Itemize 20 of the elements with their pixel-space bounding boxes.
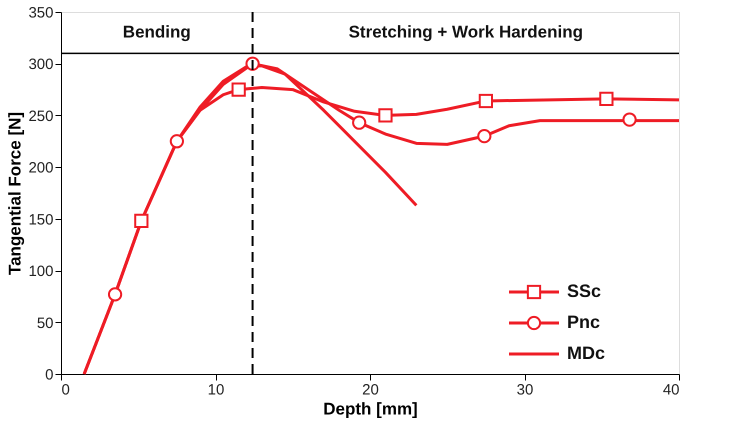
y-tick-label: 250 [28, 108, 54, 125]
y-tick-label: 350 [28, 4, 54, 22]
y-tick-label: 150 [28, 211, 54, 228]
legend-label: SSc [567, 281, 602, 301]
x-tick-label: 20 [362, 382, 379, 398]
y-tick-label: 0 [45, 366, 54, 384]
legend-label: Pnc [567, 312, 600, 332]
y-axis-title: Tangential Force [N] [5, 112, 24, 276]
y-tick-label: 300 [28, 56, 54, 74]
y-tick-label: 50 [36, 314, 54, 332]
y-tick-label: 200 [28, 160, 54, 177]
x-tick-label: 30 [516, 382, 534, 398]
annotation: Stretching + Work Hardening [348, 22, 583, 42]
x-tick-label: 0 [62, 382, 70, 398]
x-axis-title: Depth [mm] [323, 400, 418, 418]
annotation: Bending [122, 22, 191, 42]
legend-label: MDc [567, 343, 606, 363]
x-tick-label: 10 [208, 382, 224, 398]
y-tick-label: 100 [28, 263, 54, 280]
x-tick-label: 40 [662, 382, 680, 398]
